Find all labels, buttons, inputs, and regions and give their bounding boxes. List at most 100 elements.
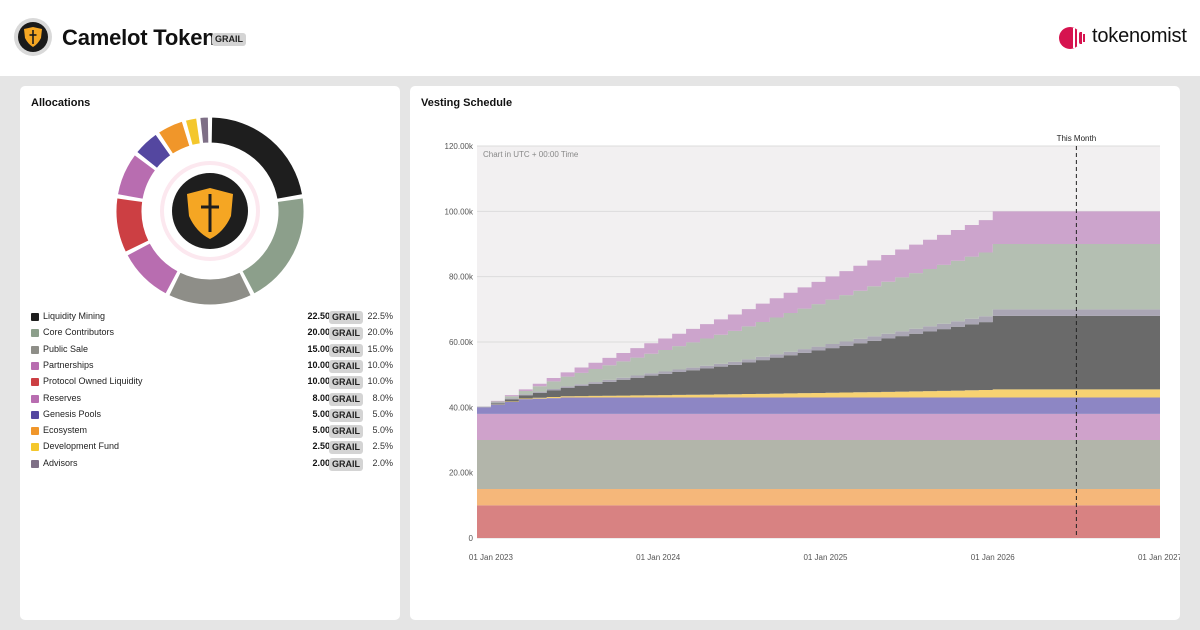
vesting-area-series-5[interactable] xyxy=(477,397,1160,414)
page-header: Camelot Token GRAIL tokenomist xyxy=(0,0,1200,76)
legend-label: Reserves xyxy=(43,392,82,403)
legend-symbol-badge: GRAIL xyxy=(329,457,363,471)
legend-symbol-badge: GRAIL xyxy=(329,441,363,455)
legend-row[interactable]: Core Contributors 20.00k GRAIL 20.0% xyxy=(31,326,393,341)
donut-slice-liquidity-mining[interactable] xyxy=(210,116,304,200)
token-logo-inner xyxy=(18,22,48,52)
legend-amount: 15.00k xyxy=(307,343,335,354)
donut-slice-reserves[interactable] xyxy=(116,154,157,200)
legend-row[interactable]: Ecosystem 5.00k GRAIL 5.0% xyxy=(31,424,393,439)
donut-slice-advisors[interactable] xyxy=(199,116,210,144)
legend-percent: 2.0% xyxy=(372,457,393,468)
x-axis-ticks: 01 Jan 2023 01 Jan 2024 01 Jan 2025 01 Jan … xyxy=(469,553,1180,562)
donut-slice-development-fund[interactable] xyxy=(184,117,201,146)
donut-slice-protocol-owned-liquidity[interactable] xyxy=(115,197,150,253)
y-tick-label: 20.00k xyxy=(449,469,474,478)
token-logo xyxy=(14,18,52,56)
legend-label: Core Contributors xyxy=(43,327,115,338)
legend-row[interactable]: Reserves 8.00k GRAIL 8.0% xyxy=(31,392,393,406)
legend-percent: 8.0% xyxy=(372,392,393,403)
allocations-card: Allocations Liquidity Mining 22.50k GRAIL 2… xyxy=(20,86,400,620)
x-tick-label: 01 Jan 2024 xyxy=(636,553,681,562)
legend-symbol-badge: GRAIL xyxy=(329,359,363,373)
legend-symbol-badge: GRAIL xyxy=(329,408,363,422)
legend-symbol-badge: GRAIL xyxy=(329,343,363,357)
legend-label: Ecosystem xyxy=(43,425,88,436)
legend-amount: 8.00k xyxy=(312,392,335,403)
page-title: Camelot Token xyxy=(62,25,216,50)
chart-timezone-note: Chart in UTC + 00:00 Time xyxy=(483,150,579,159)
allocations-donut-chart xyxy=(115,116,305,306)
x-tick-label: 01 Jan 2027 xyxy=(1138,553,1180,562)
legend-percent: 15.0% xyxy=(367,343,393,354)
legend-amount: 10.00k xyxy=(307,359,335,370)
legend-swatch xyxy=(31,329,39,338)
stacked-areas xyxy=(477,211,1160,538)
donut-slice-partnerships[interactable] xyxy=(126,242,179,295)
legend-percent: 5.0% xyxy=(372,425,393,436)
allocations-title: Allocations xyxy=(31,97,91,109)
legend-amount: 2.50k xyxy=(312,441,335,452)
vesting-area-series-9[interactable] xyxy=(477,244,1160,407)
legend-amount: 2.00k xyxy=(312,457,335,468)
y-tick-label: 120.00k xyxy=(445,142,474,151)
legend-row[interactable]: Protocol Owned Liquidity 10.00k GRAIL 10.0% xyxy=(31,375,393,390)
vesting-schedule-chart[interactable]: 020.00k40.00k60.00k80.00k100.00k120.00k … xyxy=(410,86,1180,620)
vesting-area-series-4[interactable] xyxy=(477,413,1160,440)
shield-sword-icon xyxy=(24,27,42,47)
legend-label: Advisors xyxy=(43,457,78,468)
legend-label: Partnerships xyxy=(43,359,94,370)
y-tick-label: 60.00k xyxy=(449,338,474,347)
vesting-area-series-7[interactable] xyxy=(477,315,1160,408)
legend-symbol-badge: GRAIL xyxy=(329,327,363,341)
vesting-area-series-2[interactable] xyxy=(477,489,1160,506)
legend-swatch xyxy=(31,361,39,370)
y-tick-label: 80.00k xyxy=(449,273,474,282)
legend-symbol-badge: GRAIL xyxy=(329,376,363,390)
donut-slice-core-contributors[interactable] xyxy=(241,197,305,295)
legend-label: Genesis Pools xyxy=(43,408,102,419)
legend-row[interactable]: Public Sale 15.00k GRAIL 15.0% xyxy=(31,343,393,357)
brand-name[interactable]: tokenomist xyxy=(1092,25,1187,47)
legend-amount: 5.00k xyxy=(312,408,335,419)
legend-swatch xyxy=(31,443,39,452)
token-symbol-badge: GRAIL xyxy=(212,33,246,46)
donut-slices xyxy=(115,116,305,306)
donut-slice-genesis-pools[interactable] xyxy=(136,133,172,169)
vesting-area-series-3[interactable] xyxy=(477,440,1160,489)
legend-label: Liquidity Mining xyxy=(43,311,106,321)
legend-row[interactable]: Liquidity Mining 22.50k GRAIL 22.5% xyxy=(31,310,393,324)
legend-row[interactable]: Development Fund 2.50k GRAIL 2.5% xyxy=(31,440,393,455)
vesting-area-series-1[interactable] xyxy=(477,505,1160,538)
y-tick-label: 0 xyxy=(469,534,474,543)
vesting-area-series-6[interactable] xyxy=(477,389,1160,408)
legend-row[interactable]: Advisors 2.00k GRAIL 2.0% xyxy=(31,457,393,471)
y-axis-ticks: 0 20.00k 40.00k 60.00k 80.00k 100.00k 120.00k xyxy=(445,142,474,543)
legend-symbol-badge: GRAIL xyxy=(329,425,363,439)
legend-percent: 10.0% xyxy=(367,376,393,387)
legend-symbol-badge: GRAIL xyxy=(329,311,363,324)
legend-swatch xyxy=(31,459,39,468)
tokenomist-logo-icon[interactable] xyxy=(1058,24,1086,52)
legend-percent: 2.5% xyxy=(372,441,393,452)
legend-percent: 10.0% xyxy=(367,359,393,370)
legend-amount: 22.50k xyxy=(307,311,335,321)
legend-label: Protocol Owned Liquidity xyxy=(43,376,143,387)
y-tick-label: 40.00k xyxy=(449,403,474,412)
donut-slice-public-sale[interactable] xyxy=(168,271,252,306)
legend-row[interactable]: Partnerships 10.00k GRAIL 10.0% xyxy=(31,359,393,373)
legend-swatch xyxy=(31,345,39,354)
legend-swatch xyxy=(31,394,39,403)
vesting-card: Vesting Schedule 0 20.00k 40.00k 60.00k 80.0… xyxy=(410,86,1180,620)
legend-percent: 20.0% xyxy=(367,327,393,338)
legend-swatch xyxy=(31,378,39,387)
this-month-label: This Month xyxy=(1057,134,1097,143)
legend-swatch xyxy=(31,427,39,436)
legend-amount: 10.00k xyxy=(307,376,335,387)
donut-slice-ecosystem[interactable] xyxy=(158,120,191,155)
vesting-area-series-10[interactable] xyxy=(477,211,1160,407)
legend-swatch xyxy=(31,410,39,419)
legend-label: Public Sale xyxy=(43,343,89,354)
legend-swatch xyxy=(31,313,39,321)
legend-row[interactable]: Genesis Pools 5.00k GRAIL 5.0% xyxy=(31,408,393,422)
